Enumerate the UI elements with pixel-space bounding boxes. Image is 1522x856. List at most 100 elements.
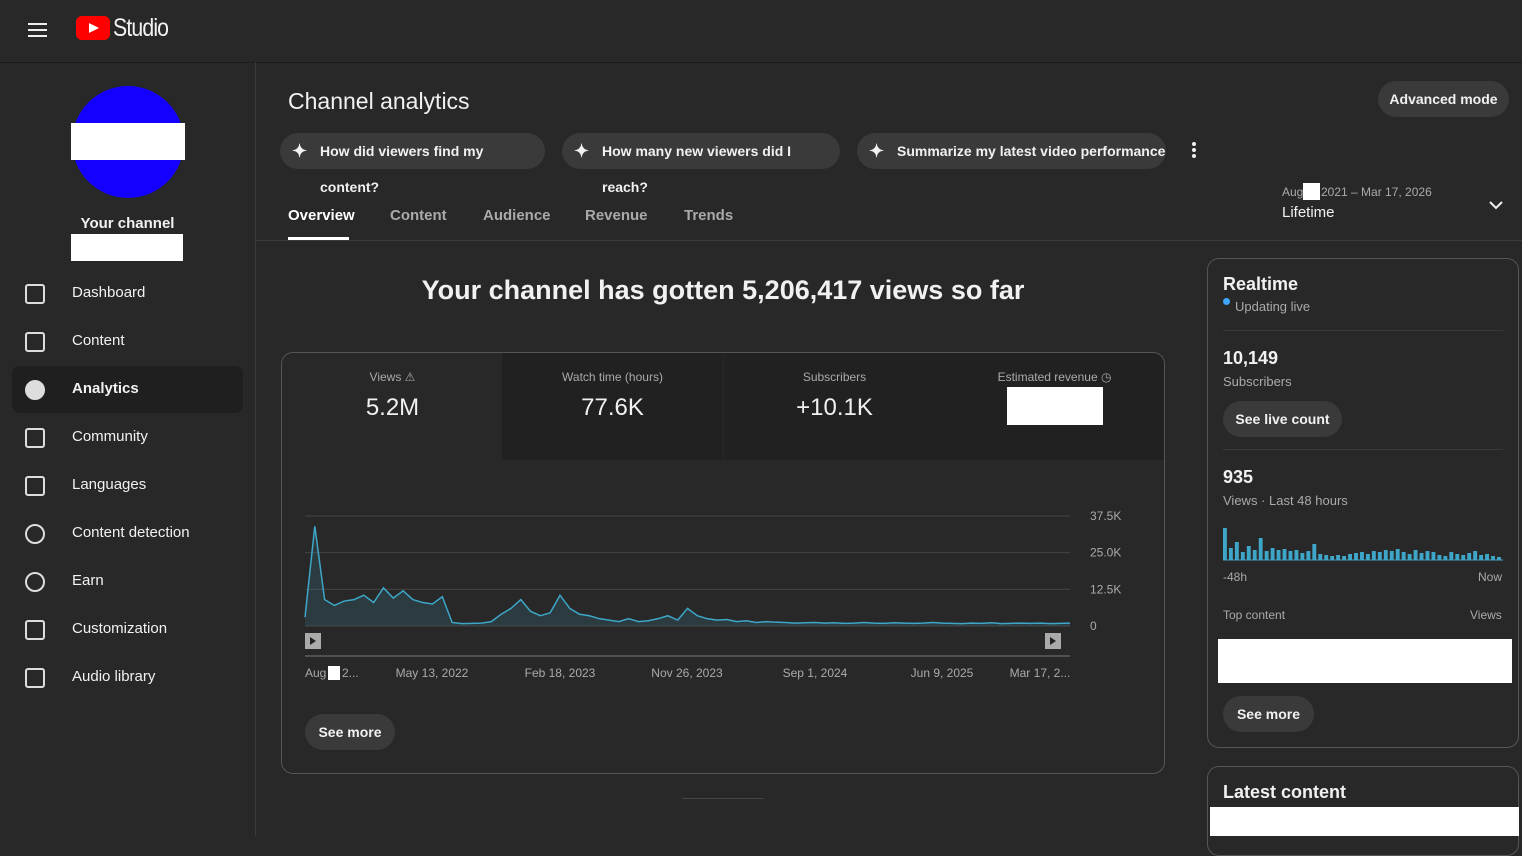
x-tick-label: 2... bbox=[342, 666, 359, 680]
nav-item[interactable]: Customization bbox=[72, 620, 168, 637]
nav-item[interactable]: Community bbox=[72, 428, 148, 445]
logo-icon[interactable] bbox=[76, 16, 110, 40]
realtime-bar bbox=[1360, 552, 1364, 560]
realtime-bar bbox=[1455, 554, 1460, 560]
tab[interactable]: Audience bbox=[483, 207, 551, 224]
more-button[interactable] bbox=[1190, 141, 1198, 159]
nav-icon bbox=[25, 524, 45, 544]
x-tick-label: Aug bbox=[305, 666, 326, 680]
nav-item[interactable]: Content bbox=[72, 332, 125, 349]
scroll-arrow bbox=[1050, 637, 1056, 645]
nav-item[interactable]: Languages bbox=[72, 476, 147, 493]
realtime-bar bbox=[1419, 553, 1424, 560]
realtime-card bbox=[1207, 258, 1519, 748]
headline: Your channel has gotten 5,206,417 views … bbox=[421, 275, 1025, 305]
tab[interactable]: Trends bbox=[684, 207, 734, 224]
chip-label: How did viewers find my content? bbox=[320, 143, 484, 195]
realtime-bar bbox=[1306, 551, 1311, 560]
nav-icon bbox=[25, 668, 45, 688]
divider bbox=[1223, 330, 1503, 331]
realtime-bar bbox=[1449, 552, 1454, 560]
nav-item[interactable]: Content detection bbox=[72, 524, 190, 541]
x-tick-label: Feb 18, 2023 bbox=[525, 666, 596, 680]
menu-button[interactable] bbox=[28, 21, 48, 39]
realtime-bar bbox=[1461, 555, 1466, 560]
y-tick-label: 12.5K bbox=[1090, 582, 1121, 596]
dropdown[interactable] bbox=[1488, 199, 1504, 211]
realtime-bar bbox=[1431, 552, 1436, 560]
nav-item[interactable]: Dashboard bbox=[72, 284, 146, 301]
tab[interactable]: Overview bbox=[288, 207, 355, 224]
chip-label: How many new viewers did I reach? bbox=[602, 143, 792, 195]
metric-label: Watch time (hours) bbox=[562, 370, 663, 384]
period[interactable]: Lifetime bbox=[1282, 204, 1335, 221]
realtime-status: Updating live bbox=[1235, 299, 1311, 314]
redaction bbox=[1218, 639, 1512, 683]
metric[interactable]: Estimated revenue ◷ bbox=[945, 353, 1164, 460]
realtime-bar bbox=[1270, 548, 1275, 560]
metric[interactable]: Views ⚠ 5.2M bbox=[282, 353, 503, 460]
divider bbox=[255, 62, 256, 836]
redaction bbox=[328, 666, 340, 680]
realtime-bar bbox=[1252, 550, 1257, 560]
realtime-bar bbox=[1371, 551, 1376, 560]
tab[interactable]: Content bbox=[390, 207, 447, 224]
subscriber-count: 10,149 bbox=[1223, 348, 1279, 368]
x-tick-label: Mar 17, 2... bbox=[1010, 666, 1071, 680]
realtime-bar bbox=[1264, 551, 1269, 560]
x-tick-label: Jun 9, 2025 bbox=[911, 666, 974, 680]
logo-text[interactable]: Studio bbox=[113, 14, 169, 42]
views-label: Views · Last 48 hours bbox=[1223, 493, 1348, 508]
realtime-bar bbox=[1425, 551, 1430, 560]
realtime-bar bbox=[1407, 554, 1412, 560]
nav-icon bbox=[25, 380, 45, 400]
realtime-bar bbox=[1485, 554, 1489, 560]
see-more-button[interactable]: See more bbox=[1223, 696, 1314, 732]
tab[interactable]: Revenue bbox=[585, 207, 648, 224]
realtime-bar bbox=[1330, 556, 1335, 560]
nav-icon bbox=[25, 620, 45, 640]
page: Studio Your channel Channel analytics Ad… bbox=[0, 14, 1522, 856]
x-tick-label: Nov 26, 2023 bbox=[651, 666, 723, 680]
y-tick-label: 25.0K bbox=[1090, 546, 1121, 560]
live-count-button[interactable]: See live count bbox=[1223, 401, 1342, 437]
realtime-bar bbox=[1282, 549, 1287, 560]
nav-icon bbox=[25, 332, 45, 352]
realtime-bar bbox=[1395, 549, 1400, 560]
nav-item[interactable]: Audio library bbox=[72, 668, 156, 685]
metric[interactable]: Subscribers +10.1K bbox=[724, 353, 945, 460]
nav-item[interactable]: Analytics bbox=[72, 380, 139, 397]
realtime-bar bbox=[1491, 556, 1495, 560]
metric-label: Views bbox=[369, 370, 402, 384]
nav-icon bbox=[25, 428, 45, 448]
nav-icon bbox=[25, 572, 45, 592]
redaction bbox=[71, 123, 185, 160]
realtime-bar bbox=[1300, 553, 1305, 560]
latest-title: Latest content bbox=[1223, 782, 1347, 802]
nav-item[interactable]: Earn bbox=[72, 572, 104, 589]
see-more-button[interactable]: See more bbox=[305, 714, 395, 750]
realtime-bar bbox=[1443, 556, 1448, 560]
divider bbox=[682, 798, 764, 799]
realtime-bar bbox=[1401, 552, 1406, 560]
metric[interactable]: Watch time (hours) 77.6K bbox=[502, 353, 723, 460]
views-count: 935 bbox=[1223, 467, 1254, 487]
date-range-start: Aug bbox=[1282, 185, 1304, 199]
realtime-bar bbox=[1288, 551, 1293, 560]
advanced-mode-button[interactable]: Advanced mode bbox=[1378, 81, 1509, 117]
divider bbox=[256, 240, 1522, 241]
divider bbox=[1223, 449, 1503, 450]
chip-label: Summarize my latest video performance bbox=[897, 143, 1166, 159]
y-tick-label: 37.5K bbox=[1090, 509, 1121, 523]
chip[interactable]: ✦ How did viewers find my content? bbox=[280, 133, 545, 195]
views-column-label: Views bbox=[1470, 608, 1502, 622]
live-dot bbox=[1223, 298, 1230, 305]
nav-highlight bbox=[12, 366, 243, 413]
realtime-bar bbox=[1342, 556, 1347, 560]
metric-value: 77.6K bbox=[581, 394, 644, 421]
chip[interactable]: ✦ How many new viewers did I reach? bbox=[562, 133, 840, 195]
realtime-bar bbox=[1383, 550, 1388, 560]
chip[interactable]: ✦ Summarize my latest video performance bbox=[857, 133, 1166, 169]
line bbox=[304, 526, 1071, 625]
realtime-bar bbox=[1389, 551, 1394, 560]
